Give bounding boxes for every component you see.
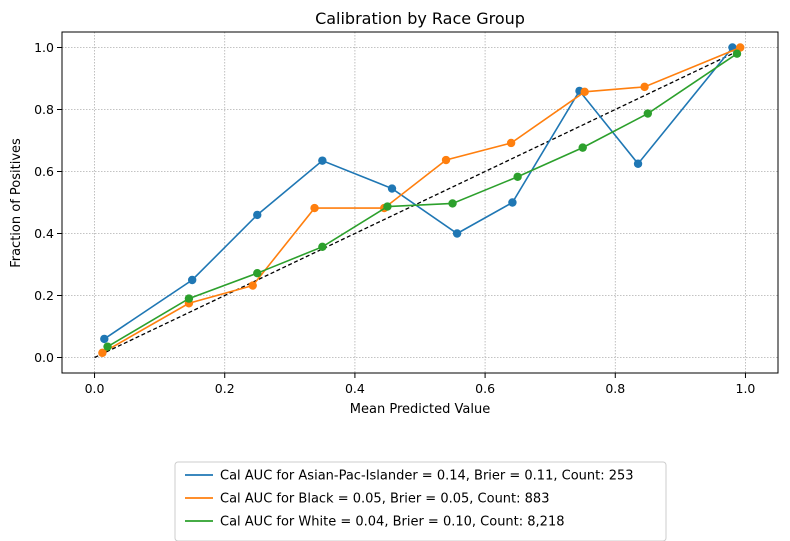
y-tick-label: 0.8 [34, 102, 54, 117]
x-axis-label: Mean Predicted Value [350, 402, 490, 417]
series-point [508, 198, 517, 207]
series-point [448, 199, 457, 208]
series-point [580, 87, 589, 97]
series-point [248, 281, 257, 290]
legend: Cal AUC for Asian-Pac-Islander = 0.14, B… [174, 461, 667, 541]
legend-entry-label: Cal AUC for Black = 0.05, Brier = 0.05, … [220, 492, 549, 507]
series-point [732, 49, 742, 58]
series-3 [103, 49, 742, 351]
series-point [736, 43, 745, 52]
series-point [318, 242, 327, 252]
x-tick-label: 0.2 [215, 381, 235, 396]
series-point [187, 275, 197, 285]
x-tick-label: 0.0 [85, 381, 105, 396]
x-tick-label: 0.8 [605, 381, 625, 396]
y-tick-label: 0.0 [34, 350, 54, 365]
plot-frame [61, 31, 779, 374]
series-point [452, 229, 462, 238]
series-point [184, 294, 194, 303]
series-point [100, 334, 109, 344]
reference-line-layer [94, 46, 746, 359]
series-point [318, 156, 327, 165]
legend-frame [174, 461, 667, 541]
y-tick-label: 0.2 [34, 288, 54, 303]
series-layer [98, 43, 745, 358]
series-point [441, 155, 451, 165]
chart-title: Calibration by Race Group [315, 9, 525, 28]
series-point [103, 342, 112, 351]
legend-entry-label: Cal AUC for Asian-Pac-Islander = 0.14, B… [220, 469, 634, 484]
series-point [98, 348, 107, 358]
series-point [513, 172, 522, 181]
series-line [107, 53, 738, 348]
grid-layer [62, 32, 778, 373]
series-line [101, 46, 741, 354]
series-point [643, 109, 653, 118]
y-tick-label: 0.4 [34, 226, 54, 241]
series-point [383, 202, 392, 211]
series-point [633, 159, 643, 168]
y-tick-label: 0.6 [34, 164, 54, 179]
reference-diagonal-line [94, 46, 746, 359]
series-1 [100, 43, 737, 344]
series-point [253, 210, 262, 220]
series-point [253, 268, 262, 278]
x-tick-label: 0.4 [345, 381, 365, 396]
series-point [387, 184, 397, 193]
series-point [578, 143, 587, 152]
series-point [640, 82, 649, 92]
ticks-layer: 0.0 0.2 0.4 0.6 0.8 1.0 0.0 0.2 0.4 0.6 0.8 1.0 [34, 40, 755, 396]
y-tick-label: 1.0 [34, 40, 54, 55]
x-tick-label: 1.0 [736, 381, 756, 396]
series-point [506, 138, 516, 148]
x-tick-label: 0.6 [475, 381, 495, 396]
y-axis-label: Fraction of Positives [9, 138, 24, 268]
legend-entry-label: Cal AUC for White = 0.04, Brier = 0.10, … [220, 515, 565, 530]
series-line [103, 46, 734, 340]
series-point [310, 203, 319, 213]
